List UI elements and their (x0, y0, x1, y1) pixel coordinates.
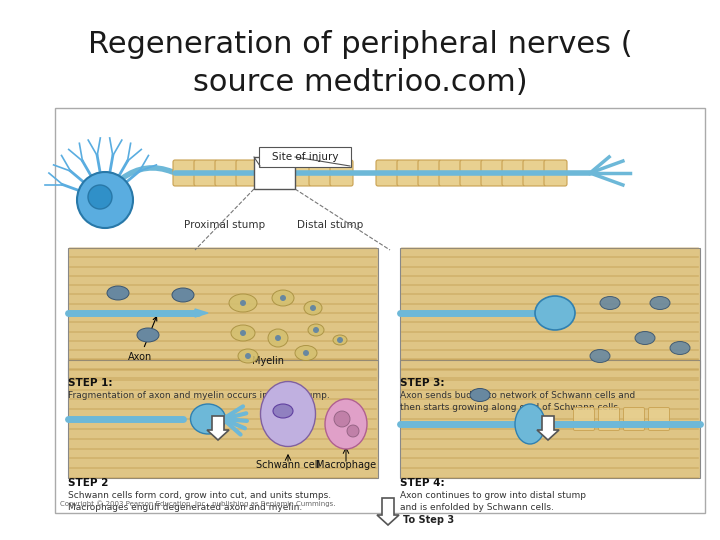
Ellipse shape (172, 288, 194, 302)
Text: Copyright © 2003 Pearson Education, Inc., publishing as Benjamin Cummings.: Copyright © 2003 Pearson Education, Inc.… (60, 501, 336, 507)
Bar (68, 248, 378, 378)
Ellipse shape (261, 381, 315, 447)
Text: Axon continues to grow into distal stump: Axon continues to grow into distal stump (400, 491, 586, 500)
Circle shape (240, 300, 246, 306)
Text: Distal stump: Distal stump (297, 220, 363, 230)
Circle shape (313, 327, 319, 333)
Circle shape (347, 425, 359, 437)
FancyBboxPatch shape (259, 147, 351, 167)
Ellipse shape (650, 296, 670, 309)
Text: Myelin: Myelin (252, 356, 284, 366)
Circle shape (303, 350, 309, 356)
Circle shape (88, 185, 112, 209)
Ellipse shape (325, 399, 367, 449)
Text: STEP 1:: STEP 1: (68, 378, 112, 388)
Ellipse shape (515, 404, 545, 444)
Text: STEP 3:: STEP 3: (400, 378, 444, 388)
Text: Axon: Axon (128, 317, 157, 362)
Text: STEP 4:: STEP 4: (400, 478, 445, 488)
Ellipse shape (231, 325, 255, 341)
Ellipse shape (635, 332, 655, 345)
Text: STEP 2: STEP 2 (68, 478, 109, 488)
Bar (68, 360, 378, 478)
Text: Proximal stump: Proximal stump (184, 220, 266, 230)
FancyBboxPatch shape (544, 160, 567, 186)
Circle shape (245, 353, 251, 359)
Bar (55, 108, 705, 513)
Bar (400, 360, 700, 478)
Ellipse shape (670, 341, 690, 354)
FancyBboxPatch shape (236, 160, 259, 186)
FancyArrow shape (377, 498, 399, 525)
Ellipse shape (137, 328, 159, 342)
FancyBboxPatch shape (330, 160, 353, 186)
Ellipse shape (600, 296, 620, 309)
Circle shape (275, 335, 281, 341)
Text: Regeneration of peripheral nerves (: Regeneration of peripheral nerves ( (88, 30, 632, 59)
Circle shape (334, 411, 350, 427)
FancyBboxPatch shape (376, 160, 399, 186)
Circle shape (240, 330, 246, 336)
Text: Macrophages engulf degenerated axon and myelin.: Macrophages engulf degenerated axon and … (68, 503, 302, 512)
Text: and is enfolded by Schwann cells.: and is enfolded by Schwann cells. (400, 503, 554, 512)
FancyBboxPatch shape (418, 160, 441, 186)
Ellipse shape (295, 346, 317, 361)
Ellipse shape (191, 404, 225, 434)
Ellipse shape (273, 404, 293, 418)
Text: Fragmentation of axon and myelin occurs in distal stump.: Fragmentation of axon and myelin occurs … (68, 391, 330, 400)
Circle shape (280, 295, 286, 301)
FancyBboxPatch shape (481, 160, 504, 186)
Text: To Step 3: To Step 3 (403, 515, 454, 525)
FancyArrow shape (537, 416, 559, 440)
FancyBboxPatch shape (624, 408, 644, 430)
Ellipse shape (470, 388, 490, 402)
Circle shape (310, 305, 316, 311)
Text: then starts growing along cord of Schwann cells.: then starts growing along cord of Schwan… (400, 403, 621, 412)
FancyBboxPatch shape (598, 408, 619, 430)
FancyBboxPatch shape (502, 160, 525, 186)
Text: Site of injury: Site of injury (271, 152, 338, 162)
Text: Axon sends buds into network of Schwann cells and: Axon sends buds into network of Schwann … (400, 391, 635, 400)
FancyBboxPatch shape (439, 160, 462, 186)
FancyBboxPatch shape (574, 408, 595, 430)
Ellipse shape (268, 329, 288, 347)
Ellipse shape (590, 349, 610, 362)
Circle shape (77, 172, 133, 228)
Text: Schwann cell: Schwann cell (256, 460, 320, 470)
FancyBboxPatch shape (460, 160, 483, 186)
Ellipse shape (308, 324, 324, 336)
Bar (254, 157, 295, 189)
Text: source medtrioo.com): source medtrioo.com) (193, 68, 527, 97)
Circle shape (337, 337, 343, 343)
FancyBboxPatch shape (309, 160, 332, 186)
Ellipse shape (272, 290, 294, 306)
FancyBboxPatch shape (215, 160, 238, 186)
Polygon shape (195, 309, 208, 317)
Ellipse shape (535, 296, 575, 330)
Text: Schwann cells form cord, grow into cut, and units stumps.: Schwann cells form cord, grow into cut, … (68, 491, 331, 500)
Ellipse shape (238, 349, 258, 363)
Ellipse shape (304, 301, 322, 315)
FancyBboxPatch shape (397, 160, 420, 186)
Bar (400, 248, 700, 378)
Ellipse shape (333, 335, 347, 345)
FancyBboxPatch shape (173, 160, 196, 186)
FancyArrow shape (207, 416, 229, 440)
FancyBboxPatch shape (288, 160, 311, 186)
Text: Macrophage: Macrophage (316, 460, 376, 470)
FancyBboxPatch shape (194, 160, 217, 186)
Ellipse shape (107, 286, 129, 300)
FancyBboxPatch shape (523, 160, 546, 186)
Ellipse shape (229, 294, 257, 312)
FancyBboxPatch shape (649, 408, 670, 430)
